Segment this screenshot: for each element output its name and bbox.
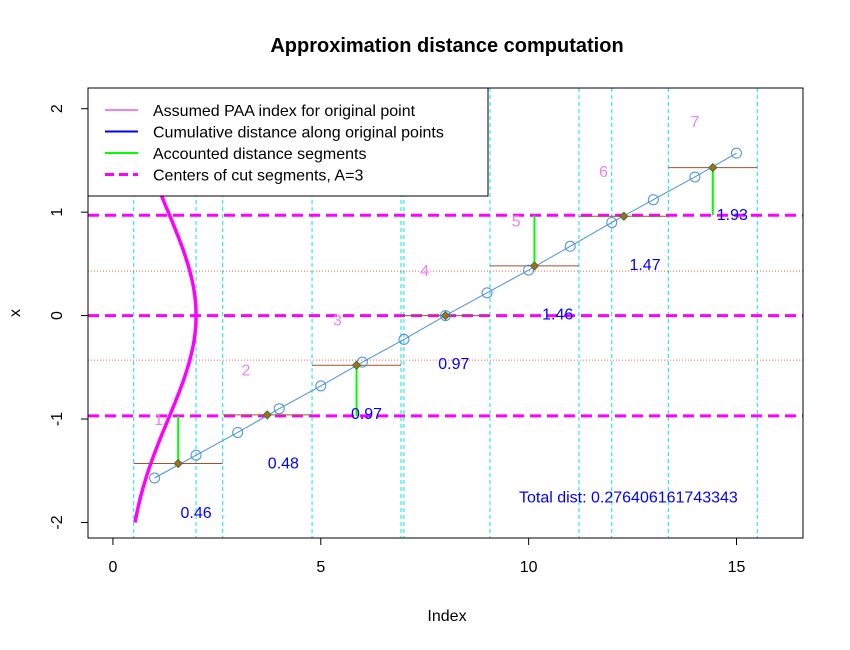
- paa-index-label: 2: [242, 362, 251, 379]
- original-point: [273, 403, 285, 415]
- legend-label: Assumed PAA index for original point: [153, 103, 416, 120]
- distance-label: 1.46: [542, 307, 573, 324]
- legend-box: [87, 87, 489, 197]
- distance-label: 0.97: [438, 356, 469, 373]
- y-tick-label: 2: [49, 104, 66, 113]
- distance-label: 0.48: [268, 455, 299, 472]
- interpolated-point: [173, 458, 183, 469]
- distance-label: 1.47: [629, 257, 660, 274]
- y-tick-label: 1: [49, 208, 66, 217]
- original-point: [440, 310, 451, 322]
- legend-label: Accounted distance segments: [153, 146, 366, 163]
- legend: Assumed PAA index for original point Cumu…: [87, 87, 489, 197]
- distance-label: 0.46: [181, 505, 212, 522]
- paa-index-label: 6: [599, 164, 608, 181]
- interpolated-point: [619, 211, 629, 221]
- paa-index-label: 5: [512, 213, 521, 230]
- original-point: [564, 240, 576, 252]
- original-point: [315, 380, 327, 392]
- original-point: [647, 194, 659, 206]
- chart-title: Approximation distance computation: [270, 35, 623, 57]
- total-distance-label: Total dist: 0.276406161743343: [519, 490, 738, 507]
- paa-index-label: 1: [154, 412, 163, 429]
- original-point: [481, 287, 493, 299]
- x-tick-label: 0: [108, 559, 117, 576]
- plot-area: 1 2 3 4 5 6 7 0.46 0.48 0.97 0.97 1.46 1.47 1.93 Total…: [88, 88, 803, 538]
- y-axis-label: x: [7, 309, 24, 317]
- interpolated-point: [262, 410, 272, 420]
- x-tick-label: 5: [316, 559, 325, 576]
- distance-label: 0.97: [351, 406, 382, 423]
- original-point: [149, 472, 161, 484]
- distance-label: 1.93: [717, 207, 748, 224]
- paa-index-label: 4: [420, 263, 429, 280]
- y-tick-label: -2: [49, 515, 66, 529]
- x-tick-label: 10: [520, 559, 538, 576]
- original-point: [190, 449, 202, 461]
- x-axis-label: Index: [427, 608, 466, 625]
- interpolated-point: [529, 261, 540, 271]
- original-point: [606, 216, 618, 228]
- interpolated-point: [440, 310, 451, 321]
- paa-index-label: 3: [333, 313, 342, 330]
- paa-index-label: 7: [690, 114, 699, 131]
- y-tick-label: -1: [49, 412, 66, 426]
- legend-label: Cumulative distance along original point…: [153, 125, 444, 142]
- legend-label: Centers of cut segments, A=3: [153, 168, 363, 185]
- original-point: [398, 333, 410, 345]
- x-tick-label: 15: [728, 559, 746, 576]
- interpolated-point: [351, 360, 362, 370]
- original-point: [232, 426, 244, 438]
- interpolated-point: [708, 162, 718, 173]
- original-point: [523, 264, 535, 276]
- y-tick-label: 0: [49, 311, 66, 320]
- original-point: [730, 147, 742, 159]
- original-point: [689, 171, 701, 183]
- plot-content: 1 2 3 4 5 6 7 0.46 0.48 0.97 0.97 1.46 1.47 1.93 Total…: [88, 88, 803, 538]
